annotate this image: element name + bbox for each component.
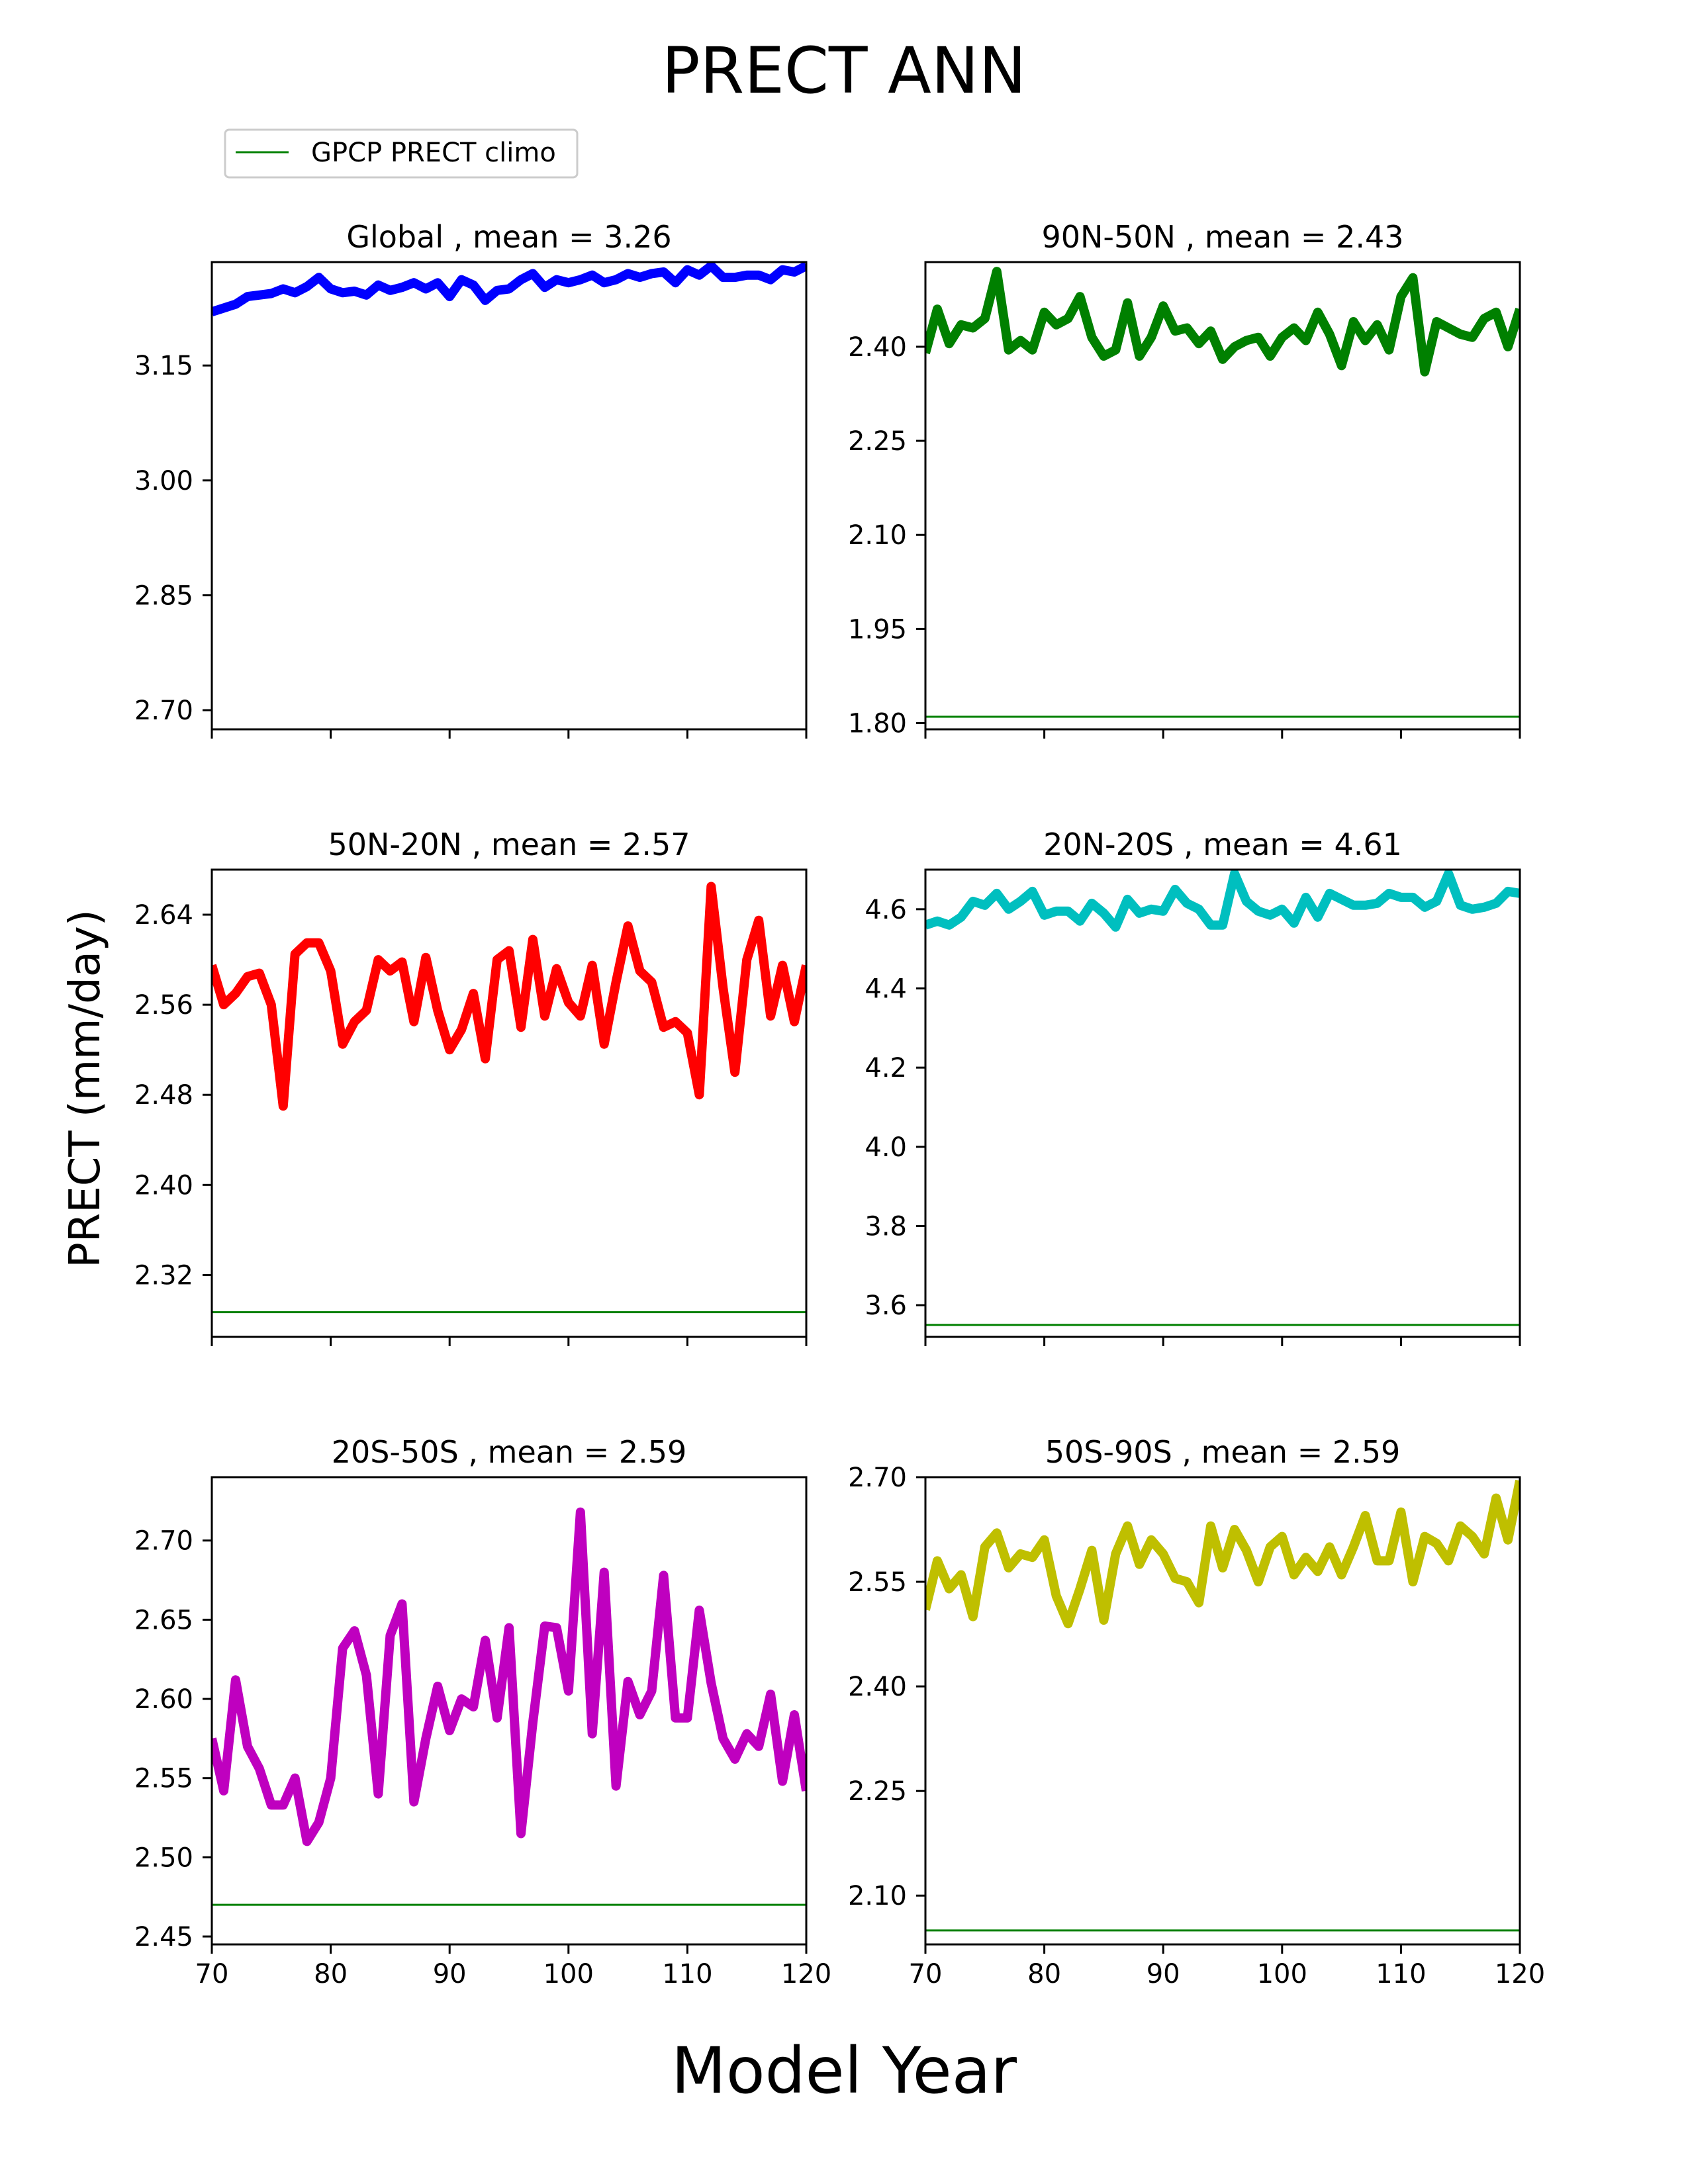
y-tick-label: 2.60 xyxy=(134,1684,193,1715)
plot-frame xyxy=(211,1476,808,1946)
subplot-title: Global , mean = 3.26 xyxy=(346,219,671,255)
y-tick-label: 2.55 xyxy=(848,1567,907,1598)
y-tick-label: 2.64 xyxy=(134,900,193,931)
y-tick-label: 4.4 xyxy=(865,974,907,1004)
subplot-title: 50N-20N , mean = 2.57 xyxy=(328,827,690,862)
y-tick-label: 4.0 xyxy=(865,1132,907,1163)
x-tick-label: 80 xyxy=(1027,1959,1061,1989)
x-tick-label: 90 xyxy=(1147,1959,1180,1989)
series-line xyxy=(925,267,1520,377)
subplot-title: 50S-90S , mean = 2.59 xyxy=(1045,1434,1401,1470)
y-tick-label: 2.85 xyxy=(134,580,193,611)
series-line xyxy=(212,1507,806,1846)
plot-frame xyxy=(211,868,808,1338)
subplot-title: 20N-20S , mean = 4.61 xyxy=(1043,827,1402,862)
x-tick-label: 110 xyxy=(662,1959,712,1989)
y-tick-label: 3.15 xyxy=(134,351,193,381)
y-tick-label: 2.40 xyxy=(848,332,907,363)
y-tick-label: 2.32 xyxy=(134,1260,193,1291)
x-tick-label: 120 xyxy=(781,1959,831,1989)
y-tick-label: 2.70 xyxy=(134,1526,193,1557)
y-tick-label: 3.8 xyxy=(865,1211,907,1242)
x-tick-label: 100 xyxy=(543,1959,594,1989)
plot-frame xyxy=(924,261,1521,731)
y-tick-label: 3.6 xyxy=(865,1291,907,1321)
plot-frame xyxy=(211,261,808,731)
plot-frame xyxy=(924,868,1521,1338)
y-tick-label: 2.25 xyxy=(848,1776,907,1807)
plot-frame xyxy=(924,1476,1521,1946)
subplot-3: 50N-20N , mean = 2.57 2.64 2.56 2.48 2.40 2.3… xyxy=(134,827,808,1346)
y-tick-label: 2.25 xyxy=(848,426,907,457)
figure-title: PRECT ANN xyxy=(662,34,1027,108)
y-tick-label: 2.55 xyxy=(134,1764,193,1794)
series-line xyxy=(925,870,1520,932)
y-tick-label: 2.56 xyxy=(134,990,193,1021)
x-tick-label: 90 xyxy=(433,1959,467,1989)
subplot-5: 20S-50S , mean = 2.59 2.70 2.65 2.60 2.55 2.5… xyxy=(134,1434,831,1989)
y-tick-label: 4.6 xyxy=(865,895,907,925)
series-line xyxy=(925,1479,1520,1629)
y-tick-label: 4.2 xyxy=(865,1053,907,1083)
x-tick-label: 110 xyxy=(1376,1959,1426,1989)
x-axis-label: Model Year xyxy=(671,2034,1017,2108)
x-tick-label: 70 xyxy=(909,1959,943,1989)
x-tick-label: 70 xyxy=(195,1959,229,1989)
y-tick-label: 2.50 xyxy=(134,1843,193,1873)
y-tick-label: 3.00 xyxy=(134,466,193,496)
subplot-2: 90N-50N , mean = 2.43 2.40 2.25 2.10 1.95 1.8… xyxy=(848,219,1521,739)
y-tick-label: 2.45 xyxy=(134,1922,193,1952)
subplot-4: 20N-20S , mean = 4.61 4.6 4.4 4.2 4.0 3.8 3.6 xyxy=(865,827,1521,1346)
x-tick-label: 100 xyxy=(1257,1959,1307,1989)
subplot-6: 50S-90S , mean = 2.59 2.70 2.55 2.40 2.25 2.1… xyxy=(848,1434,1545,1989)
y-tick-label: 2.48 xyxy=(134,1080,193,1111)
y-tick-label: 2.65 xyxy=(134,1605,193,1635)
y-tick-label: 2.40 xyxy=(134,1170,193,1201)
y-tick-label: 2.70 xyxy=(134,696,193,726)
subplot-title: 90N-50N , mean = 2.43 xyxy=(1041,219,1403,255)
x-tick-label: 80 xyxy=(314,1959,348,1989)
subplot-title: 20S-50S , mean = 2.59 xyxy=(332,1434,687,1470)
y-tick-label: 2.40 xyxy=(848,1672,907,1702)
y-tick-label: 1.95 xyxy=(848,614,907,645)
x-tick-label: 120 xyxy=(1495,1959,1545,1989)
y-tick-label: 2.70 xyxy=(848,1463,907,1493)
subplot-1: Global , mean = 3.26 3.15 3.00 2.85 2.70 xyxy=(134,219,808,739)
legend-box xyxy=(224,128,579,179)
y-tick-label: 1.80 xyxy=(848,709,907,739)
series-line xyxy=(212,882,806,1111)
y-tick-label: 2.10 xyxy=(848,520,907,551)
y-axis-label: PRECT (mm/day) xyxy=(61,909,110,1268)
legend-label: GPCP PRECT climo xyxy=(311,138,556,168)
subplots-grid: Global , mean = 3.26 3.15 3.00 2.85 2.70 90N-… xyxy=(134,219,1545,1989)
legend: GPCP PRECT climo xyxy=(224,128,579,179)
y-tick-label: 2.10 xyxy=(848,1881,907,1911)
series-line xyxy=(212,262,806,316)
